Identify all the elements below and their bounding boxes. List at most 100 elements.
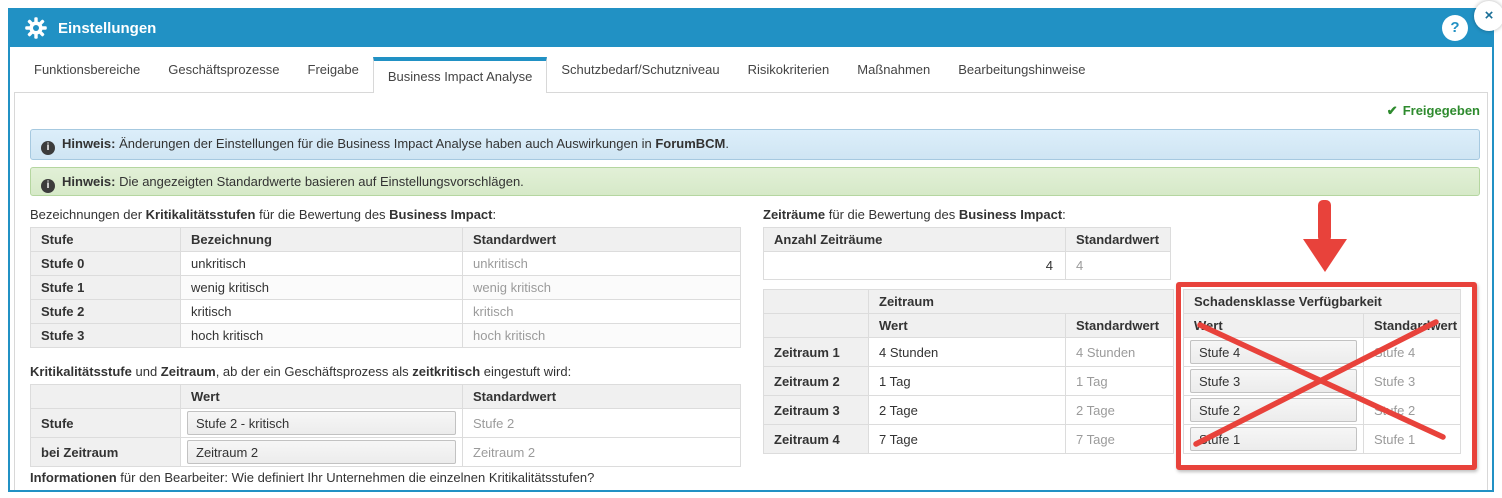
standardwert-cell: unkritisch <box>462 251 741 276</box>
standardwert-cell: 4 <box>1065 251 1171 280</box>
title-text: und <box>131 364 161 379</box>
title-bold: zeitkritisch <box>412 364 481 379</box>
schadensklasse-input[interactable] <box>1190 340 1357 364</box>
row-label: Zeitraum 4 <box>763 424 869 454</box>
table-row: Stufe Stufe 2 <box>30 408 741 438</box>
tab-massnahmen[interactable]: Maßnahmen <box>857 62 931 77</box>
info-icon: i <box>41 141 55 155</box>
table-row: Stufe 2 kritisch kritisch <box>30 299 741 324</box>
col-header-standardwert: Standardwert <box>1065 313 1174 338</box>
close-button[interactable]: × <box>1474 1 1502 31</box>
tab-bar: Funktionsbereiche Geschäftsprozesse Frei… <box>10 47 1492 93</box>
spacer <box>1174 290 1184 314</box>
col-header-wert: Wert <box>1183 313 1364 338</box>
title-text: : <box>1062 207 1066 222</box>
row-label: Stufe 3 <box>30 323 181 348</box>
spacer <box>1174 396 1184 425</box>
standardwert-cell: Stufe 1 <box>1363 424 1461 454</box>
zeitraum-wert-cell: 2 Tage <box>868 395 1066 425</box>
row-label: Zeitraum 2 <box>763 366 869 396</box>
title-text: Bezeichnungen der <box>30 207 146 222</box>
title-text: : <box>492 207 497 222</box>
table-row: 4 4 <box>763 251 1171 280</box>
tab-bearbeitungshinweise[interactable]: Bearbeitungshinweise <box>958 62 1086 77</box>
wert-cell <box>180 437 463 467</box>
title-bold: Business Impact <box>958 207 1063 222</box>
wert-cell <box>180 408 463 438</box>
group-header-zeitraum: Zeitraum <box>868 289 1174 314</box>
col-header-wert: Wert <box>180 384 463 409</box>
schadensklasse-input[interactable] <box>1190 427 1357 451</box>
standardwert-cell: 4 Stunden <box>1065 337 1174 367</box>
row-label: Zeitraum 3 <box>763 395 869 425</box>
title-bold: Kritikalitätsstufen <box>145 207 256 222</box>
title-bold: Zeitraum <box>160 364 216 379</box>
spacer <box>1174 338 1184 367</box>
group-header-schadensklasse: Schadensklasse Verfügbarkeit <box>1183 289 1461 314</box>
tab-geschaeftsprozesse[interactable]: Geschäftsprozesse <box>168 62 280 77</box>
title-text: eingestuft wird: <box>480 364 572 379</box>
col-header-bezeichnung: Bezeichnung <box>180 227 463 252</box>
info-icon: i <box>41 179 55 193</box>
table-header-row: Wert Standardwert <box>30 384 741 409</box>
klasse-wert-cell <box>1183 395 1364 425</box>
tab-risikokriterien[interactable]: Risikokriterien <box>747 62 830 77</box>
tab-funktionsbereiche[interactable]: Funktionsbereiche <box>34 62 141 77</box>
bezeichnung-cell: unkritisch <box>180 251 463 276</box>
zeitraum-wert-cell: 7 Tage <box>868 424 1066 454</box>
zeitraum-input[interactable] <box>187 440 456 464</box>
col-header-empty <box>30 384 181 409</box>
banner-label: Hinweis: <box>62 174 116 189</box>
help-button[interactable]: ? <box>1442 15 1468 41</box>
row-label: Stufe 2 <box>30 299 181 324</box>
footer-bold: Informationen <box>30 470 117 485</box>
stufe-input[interactable] <box>187 411 456 435</box>
table-row: Stufe 3 hoch kritisch hoch kritisch <box>30 323 741 348</box>
row-label: bei Zeitraum <box>30 437 181 467</box>
page-title: Einstellungen <box>58 20 157 37</box>
standardwert-cell: Stufe 2 <box>1363 395 1461 425</box>
schadensklasse-input[interactable] <box>1190 369 1357 393</box>
title-bold: Kritikalitätsstufe <box>30 364 132 379</box>
tab-freigabe[interactable]: Freigabe <box>307 62 359 77</box>
schadensklasse-input[interactable] <box>1190 398 1357 422</box>
standardwert-cell: Stufe 3 <box>1363 366 1461 396</box>
section-title-kritikalitaetsstufen: Bezeichnungen der Kritikalitätsstufen fü… <box>30 207 496 222</box>
table-row: Zeitraum 2 1 Tag 1 Tag Stufe 3 <box>763 366 1461 396</box>
section-title-zeitkritisch: Kritikalitätsstufe und Zeitraum, ab der … <box>30 364 571 379</box>
col-header-standardwert: Standardwert <box>1363 313 1461 338</box>
col-header-anzahl: Anzahl Zeiträume <box>763 227 1066 252</box>
tab-schutzbedarf[interactable]: Schutzbedarf/Schutzniveau <box>561 62 720 77</box>
standardwert-cell: Stufe 2 <box>462 408 741 438</box>
col-header-wert: Wert <box>868 313 1066 338</box>
klasse-wert-cell <box>1183 366 1364 396</box>
table-row: bei Zeitraum Zeitraum 2 <box>30 437 741 467</box>
section-title-zeitraeume: Zeiträume für die Bewertung des Business… <box>763 207 1066 222</box>
standardwert-cell: 2 Tage <box>1065 395 1174 425</box>
title-text: , ab der ein Geschäftsprozess als <box>215 364 413 379</box>
title-bold: Zeiträume <box>763 207 826 222</box>
table-row: Zeitraum 4 7 Tage 7 Tage Stufe 1 <box>763 424 1461 454</box>
group-header-row: Zeitraum Schadensklasse Verfügbarkeit <box>763 289 1461 314</box>
standardwert-cell: 7 Tage <box>1065 424 1174 454</box>
footer-text: für den Bearbeiter: Wie definiert Ihr Un… <box>116 470 595 485</box>
zeitraum-wert-cell: 1 Tag <box>868 366 1066 396</box>
info-banner-blue: i Hinweis: Änderungen der Einstellungen f… <box>30 129 1480 160</box>
checkmark-icon: ✔ <box>1386 103 1398 118</box>
row-label: Stufe <box>30 408 181 438</box>
standardwert-cell: 1 Tag <box>1065 366 1174 396</box>
bezeichnung-cell: wenig kritisch <box>180 275 463 300</box>
table-header-row: Stufe Bezeichnung Standardwert <box>30 227 741 252</box>
spacer <box>1174 367 1184 396</box>
corner-cell <box>763 313 869 338</box>
banner-text: Änderungen der Einstellungen für die Bus… <box>115 136 656 151</box>
bezeichnung-cell: kritisch <box>180 299 463 324</box>
row-label: Stufe 1 <box>30 275 181 300</box>
anzahl-value-cell: 4 <box>763 251 1066 280</box>
zeitraum-wert-cell: 4 Stunden <box>868 337 1066 367</box>
table-row: Zeitraum 1 4 Stunden 4 Stunden Stufe 4 <box>763 337 1461 367</box>
kritikalitaetsstufen-table: Stufe Bezeichnung Standardwert Stufe 0 u… <box>30 227 741 348</box>
banner-bold-text: ForumBCM <box>655 136 726 151</box>
tab-business-impact-analyse[interactable]: Business Impact Analyse <box>372 57 548 93</box>
